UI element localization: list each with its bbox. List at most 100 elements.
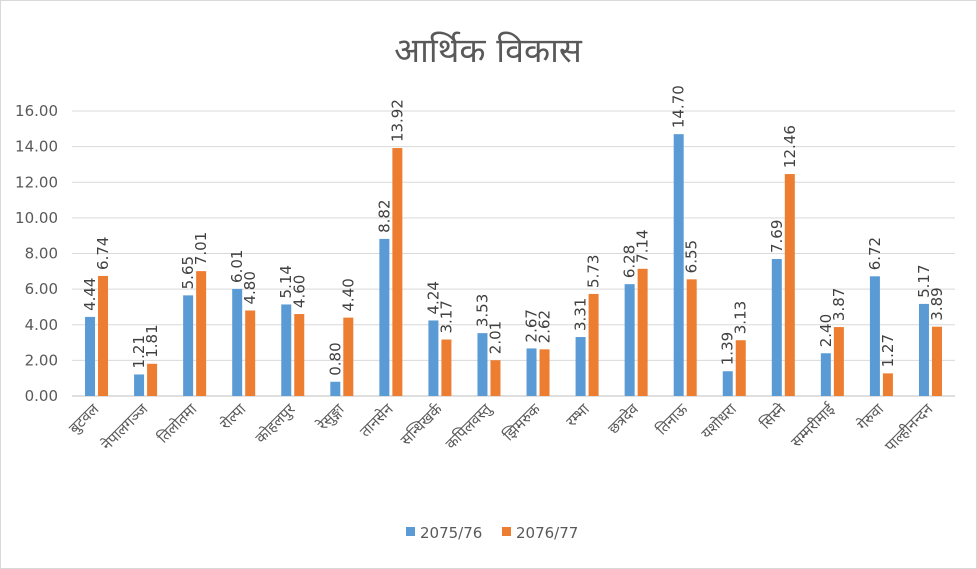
x-tick-label: छत्रदेव [604, 400, 642, 438]
x-tick-label: तानसेन [356, 400, 397, 441]
x-tick-label: पाल्हीनन्दन [881, 400, 937, 456]
bar [918, 303, 929, 396]
x-tick-label: रोल्पा [216, 399, 250, 433]
data-label: 5.17 [915, 265, 933, 298]
bar [183, 295, 194, 396]
data-label: 8.82 [375, 199, 393, 232]
y-tick-label: 12.00 [15, 173, 58, 191]
data-label: 5.65 [179, 256, 197, 289]
data-label: 1.39 [719, 332, 737, 365]
data-label: 6.74 [94, 237, 112, 270]
x-tick-label: कपिलवस्तु [442, 399, 496, 453]
bar [379, 238, 390, 396]
data-label: 7.01 [192, 232, 210, 265]
y-tick-label: 0.00 [25, 387, 58, 405]
data-label: 4.60 [290, 275, 308, 308]
bar [245, 310, 256, 396]
data-label: 3.89 [928, 287, 946, 320]
bar [85, 316, 96, 396]
legend-label-2076-77: 2076/77 [516, 524, 578, 542]
data-label: 2.40 [817, 314, 835, 347]
bar [722, 371, 733, 396]
x-tick-label: झिमरुक [500, 400, 545, 445]
data-label: 2.67 [523, 309, 541, 342]
bar [882, 373, 893, 396]
bar [539, 349, 550, 396]
data-label: 2.01 [486, 321, 504, 354]
y-tick-label: 4.00 [25, 316, 58, 334]
data-label: 13.92 [388, 99, 406, 142]
data-label: 6.55 [683, 240, 701, 273]
data-label: 1.81 [143, 324, 161, 357]
bar [575, 337, 586, 396]
bar [428, 320, 439, 396]
data-label: 4.40 [339, 278, 357, 311]
y-tick-label: 10.00 [15, 209, 58, 227]
x-tick-label: बुटवल [65, 400, 104, 439]
x-tick-label: तिलोतमा [154, 399, 201, 446]
x-tick-label: रेसुङ्गा [313, 399, 349, 435]
bar [147, 363, 158, 396]
data-label: 3.17 [437, 300, 455, 333]
legend-swatch-2076-77 [502, 527, 511, 536]
x-tick-label: सन्धिखर्क [397, 400, 446, 449]
bar [624, 284, 635, 396]
bar [281, 304, 292, 396]
data-label: 5.14 [277, 265, 295, 298]
data-label: 12.46 [781, 125, 799, 168]
data-label: 0.80 [326, 342, 344, 375]
x-tick-label: सिस्ने [757, 400, 790, 433]
data-label: 3.87 [830, 288, 848, 321]
bar [931, 326, 942, 396]
data-label: 4.24 [424, 281, 442, 314]
bar [232, 288, 243, 396]
chart-title: आर्थिक विकास [394, 31, 583, 71]
data-label: 7.69 [768, 220, 786, 253]
bar [588, 293, 599, 396]
bar [392, 148, 403, 396]
x-tick-label: नेपालगञ्ज [98, 399, 152, 453]
y-tick-label: 16.00 [15, 102, 58, 120]
bar [196, 271, 207, 396]
bar [441, 339, 452, 396]
bar [526, 348, 537, 396]
data-label: 4.80 [241, 271, 259, 304]
bar [735, 340, 746, 396]
bar [637, 268, 648, 396]
bar [477, 333, 488, 396]
y-tick-label: 6.00 [25, 280, 58, 298]
bar [869, 276, 880, 396]
data-label: 3.13 [732, 301, 750, 334]
legend-label-2075-76: 2075/76 [420, 524, 482, 542]
data-label: 6.01 [228, 250, 246, 283]
legend-swatch-2075-76 [406, 527, 415, 536]
x-tick-label: रम्भा [562, 399, 593, 430]
data-label: 1.27 [879, 334, 897, 367]
bar [134, 374, 145, 396]
bar [771, 259, 782, 396]
data-label: 6.28 [621, 245, 639, 278]
bar [833, 327, 844, 396]
bar [343, 317, 354, 396]
data-label: 5.73 [585, 255, 603, 288]
bar [820, 353, 831, 396]
data-label: 4.44 [81, 278, 99, 311]
x-tick-label: गेरुवा [854, 399, 888, 433]
bar [330, 381, 341, 396]
y-tick-label: 14.00 [15, 138, 58, 156]
gridlines [72, 110, 955, 397]
y-axis-ticks: 0.00 2.00 4.00 6.00 8.00 10.00 12.00 14.00 16.00 [15, 102, 58, 405]
bar [490, 360, 501, 396]
x-tick-label: सम्मरीमाई [787, 399, 839, 451]
data-label: 1.21 [130, 335, 148, 368]
y-tick-label: 8.00 [25, 245, 58, 263]
bars [85, 134, 942, 396]
data-label: 2.62 [536, 310, 554, 343]
bar [294, 314, 305, 396]
bar [98, 275, 109, 396]
x-tick-label: तिनाऊ [653, 400, 692, 439]
data-label: 3.31 [572, 298, 590, 331]
